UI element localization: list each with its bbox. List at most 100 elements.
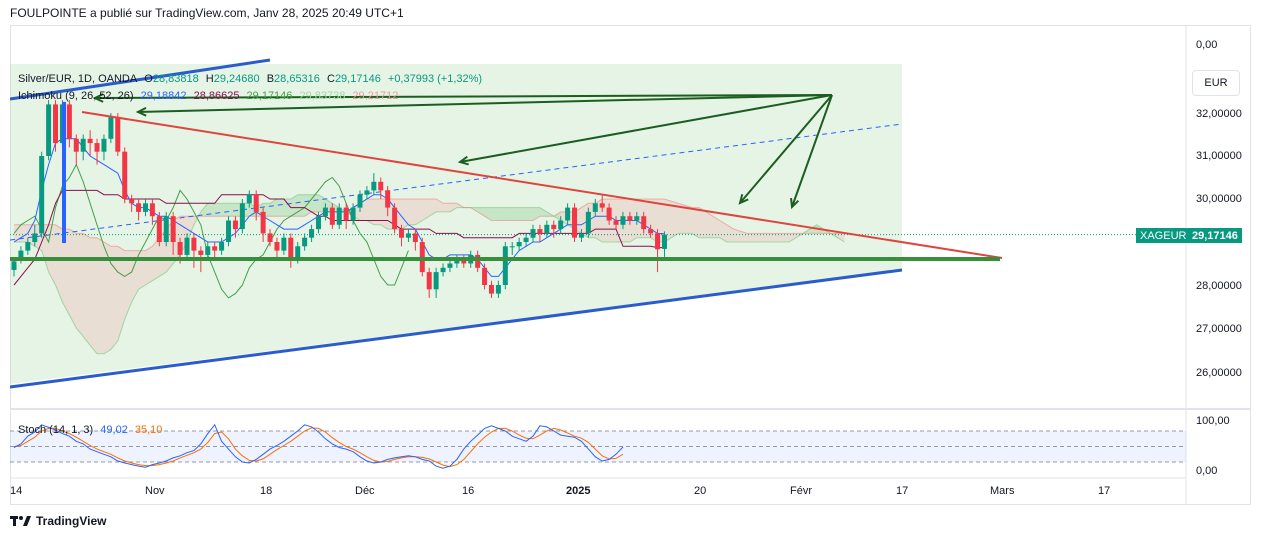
- candle-body: [253, 194, 259, 212]
- cloud-segment: [207, 203, 215, 217]
- dashed-channel-line: [10, 123, 903, 241]
- stoch-tick-label: 100,00: [1196, 415, 1230, 427]
- price-axis-ticks: 0,00 32,00000 31,00000 30,00000 28,00000 27,0…: [1196, 39, 1242, 379]
- annotation-arrow[interactable]: [459, 94, 833, 163]
- candle: [163, 211, 169, 247]
- candle: [232, 216, 238, 238]
- cloud-segment: [408, 199, 416, 225]
- candle-body: [115, 117, 121, 152]
- price-tick-label: 27,00000: [1196, 323, 1242, 335]
- candle-body: [53, 104, 59, 144]
- candle-body: [371, 181, 377, 191]
- cloud-segment: [117, 246, 125, 341]
- stoch-d-line: [13, 427, 624, 468]
- legend-high-label: H: [205, 73, 214, 85]
- candle-body: [32, 233, 38, 242]
- candle: [371, 173, 377, 195]
- candle-body: [80, 138, 86, 152]
- candle: [267, 229, 273, 247]
- annotation-arrow[interactable]: [137, 94, 833, 113]
- candle: [447, 259, 453, 273]
- cloud-segment: [20, 224, 28, 242]
- candle-body: [156, 216, 162, 242]
- candle-body: [599, 203, 605, 208]
- candle-body: [191, 237, 197, 251]
- time-tick-label: Nov: [145, 485, 165, 497]
- cloud-segment: [456, 203, 464, 208]
- ichimoku-label: Ichimoku (9, 26, 52, 26): [18, 90, 134, 102]
- candle: [530, 224, 536, 242]
- candle: [66, 100, 72, 148]
- candle-body: [412, 233, 418, 242]
- chikou-span-line: [13, 163, 409, 299]
- upper-channel-trendline[interactable]: [10, 58, 271, 101]
- candle: [315, 211, 321, 234]
- candle-body: [295, 246, 301, 260]
- candle-body: [329, 207, 335, 225]
- cloud-segment: [62, 229, 70, 316]
- candle: [641, 211, 647, 234]
- candle: [592, 199, 598, 217]
- currency-button[interactable]: EUR: [1192, 70, 1240, 96]
- candle: [537, 224, 543, 242]
- candle-body: [378, 181, 384, 191]
- candle: [101, 134, 107, 161]
- annotation-arrow[interactable]: [94, 94, 833, 99]
- candle: [399, 224, 405, 247]
- candle: [475, 250, 481, 273]
- price-tick-label: 28,00000: [1196, 280, 1242, 292]
- price-tick-label: 0,00: [1196, 39, 1217, 51]
- cloud-segment: [761, 233, 769, 242]
- cloud-segment: [90, 237, 98, 354]
- descending-resistance-trendline[interactable]: [81, 111, 1003, 259]
- candle: [606, 203, 612, 225]
- candle: [495, 280, 501, 298]
- cloud-segment: [311, 194, 319, 212]
- candle-body: [634, 216, 640, 221]
- cloud-segment: [470, 207, 478, 212]
- candlesticks: [11, 100, 667, 298]
- candle-body: [239, 203, 245, 230]
- cloud-segment: [214, 203, 222, 217]
- cloud-segment: [740, 231, 748, 242]
- cloud-segment: [706, 211, 713, 238]
- candle: [516, 237, 522, 251]
- candle: [94, 138, 100, 165]
- ichimoku-legend[interactable]: Ichimoku (9, 26, 52, 26) 29,18842 28,866…: [18, 90, 402, 102]
- candle: [578, 229, 584, 242]
- candle-body: [101, 138, 107, 152]
- candle-body: [142, 203, 148, 212]
- candle: [281, 233, 287, 255]
- annotation-arrow[interactable]: [791, 94, 833, 208]
- candle-body: [322, 207, 328, 217]
- cloud-segment: [505, 207, 513, 221]
- candle-body: [516, 242, 522, 247]
- tradingview-footer[interactable]: TradingView: [10, 514, 106, 528]
- candle-body: [309, 229, 315, 238]
- price-pane: [10, 58, 1186, 389]
- time-tick-label: 14: [10, 485, 22, 497]
- candle: [219, 237, 225, 255]
- annotation-arrows[interactable]: [92, 93, 833, 210]
- stoch-legend[interactable]: Stoch (14, 1, 3) 49,02 35,10: [18, 424, 166, 436]
- cloud-segment: [512, 207, 520, 221]
- symbol-legend[interactable]: Silver/EUR, 1D, OANDA O28,83818 H29,2468…: [18, 73, 486, 85]
- candle: [378, 177, 384, 199]
- time-tick-label: Mars: [990, 485, 1015, 497]
- symbol-name: Silver/EUR, 1D, OANDA: [18, 73, 138, 85]
- time-tick-label: 20: [694, 485, 706, 497]
- candle: [32, 224, 38, 247]
- candle: [551, 220, 557, 238]
- candle-body: [565, 207, 571, 221]
- cloud-segment: [131, 250, 139, 303]
- ascending-support-trendline[interactable]: [10, 268, 903, 389]
- tradingview-logo-icon: [10, 516, 31, 526]
- cloud-segment: [789, 233, 796, 242]
- cloud-segment: [276, 199, 284, 217]
- cloud-segment: [719, 220, 727, 242]
- candle: [648, 224, 654, 238]
- candle-body: [364, 190, 370, 195]
- candle-body: [226, 220, 232, 242]
- annotation-arrow[interactable]: [739, 94, 833, 204]
